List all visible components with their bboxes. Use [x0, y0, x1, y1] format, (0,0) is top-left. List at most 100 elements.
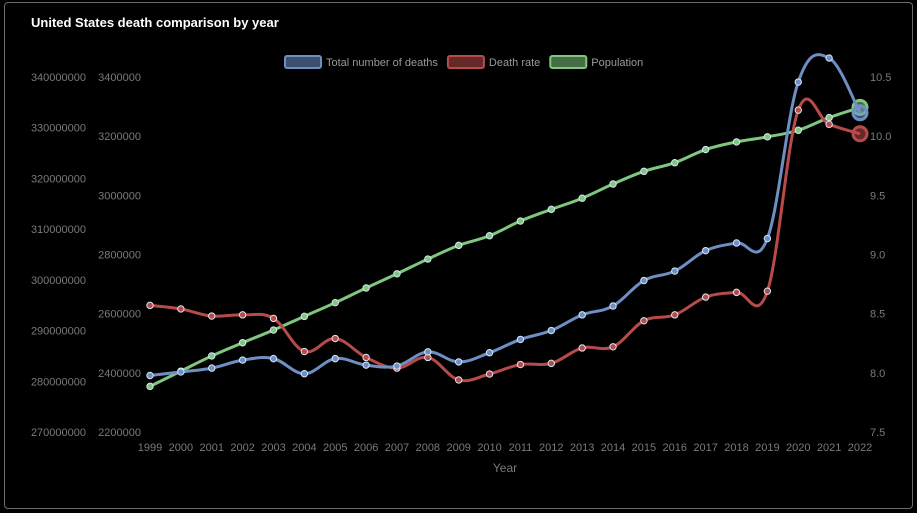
population-point: [331, 298, 339, 307]
population-point: [393, 270, 401, 278]
population-point: [671, 159, 679, 167]
death-rate-point: [701, 293, 710, 301]
death-rate-point: [516, 360, 525, 369]
population-point: [269, 326, 278, 334]
x-axis-tick: 2008: [416, 442, 440, 454]
population-point: [362, 284, 370, 292]
total-number-of-deaths-point: [177, 368, 185, 376]
population-legend-label[interactable]: Population: [591, 57, 643, 69]
total-number-of-deaths-point: [424, 348, 432, 356]
population-point: [701, 145, 710, 154]
death-rate-point: [640, 317, 648, 325]
rate-axis-tick: 9.0: [870, 250, 885, 262]
population-point: [424, 255, 432, 263]
population-point: [485, 232, 494, 240]
population-axis-tick: 290000000: [31, 326, 86, 338]
x-axis-tick: 2006: [354, 442, 378, 454]
x-axis-tick: 2011: [509, 442, 533, 454]
death-rate-point: [177, 305, 185, 313]
population-legend-swatch[interactable]: [549, 55, 588, 69]
total-number-of-deaths-point: [671, 267, 679, 275]
total-number-of-deaths-point: [609, 302, 617, 310]
population-point: [578, 194, 586, 202]
population-axis-tick: 340000000: [31, 72, 86, 84]
death-rate-point: [825, 120, 833, 129]
deaths-axis-tick: 3400000: [98, 72, 141, 84]
total-number-of-deaths-point: [393, 362, 401, 370]
total-number-of-deaths-point: [208, 364, 216, 372]
death-rate-point: [331, 334, 339, 343]
population-point: [238, 339, 247, 347]
total-number-of-deaths-point: [578, 311, 586, 319]
x-axis-tick: 2021: [817, 442, 841, 454]
total-number-of-deaths-legend-label[interactable]: Total number of deaths: [326, 57, 438, 69]
total-number-of-deaths-point: [331, 354, 339, 363]
total-number-of-deaths-legend-swatch[interactable]: [284, 55, 322, 69]
total-number-of-deaths-point: [485, 349, 494, 357]
population-point: [146, 382, 154, 391]
population-point: [825, 113, 833, 122]
total-number-of-deaths-point: [547, 326, 556, 335]
deaths-axis-tick: 2400000: [98, 368, 141, 380]
deaths-axis-tick: 2800000: [98, 250, 141, 262]
rate-axis-tick: 10.0: [870, 131, 891, 143]
total-number-of-deaths-point: [300, 370, 309, 378]
chart-panel: United States death comparison by year: [4, 2, 913, 509]
x-axis-tick: 2009: [446, 442, 470, 454]
x-axis-tick: 2015: [632, 442, 656, 454]
population-point: [794, 126, 802, 134]
population-point: [547, 205, 556, 214]
death-rate-point[interactable]: [851, 125, 869, 143]
death-rate-point: [732, 288, 741, 297]
population-axis-tick: 270000000: [31, 427, 86, 439]
total-number-of-deaths-point: [146, 371, 154, 380]
death-rate-point: [269, 314, 278, 323]
deaths-axis-tick: 2200000: [98, 427, 141, 439]
death-rate-point: [300, 347, 309, 356]
rate-axis-tick: 7.5: [870, 427, 885, 439]
death-rate-point: [454, 376, 463, 384]
x-axis-tick: 2013: [570, 442, 594, 454]
total-number-of-deaths-point: [238, 356, 247, 364]
x-axis-tick: 2020: [786, 442, 810, 454]
death-rate-point: [208, 312, 216, 320]
population-point: [454, 241, 463, 250]
x-axis-tick: 2010: [477, 442, 501, 454]
population-point: [640, 167, 648, 176]
rate-axis-tick: 8.5: [870, 309, 885, 321]
death-rate-point: [763, 287, 772, 295]
death-rate-legend-swatch[interactable]: [446, 55, 485, 69]
deaths-axis-tick: 3200000: [98, 131, 141, 143]
population-point: [516, 217, 525, 225]
x-axis-tick: 2017: [693, 442, 717, 454]
death-rate-point: [609, 343, 617, 351]
x-axis-tick: 2019: [755, 442, 779, 454]
total-number-of-deaths-point: [763, 234, 772, 243]
deaths-axis-tick: 2600000: [98, 309, 141, 321]
x-axis-tick: 2005: [323, 442, 347, 454]
population-axis-tick: 300000000: [31, 275, 86, 287]
total-number-of-deaths-point: [825, 54, 833, 62]
population-point: [763, 133, 772, 141]
total-number-of-deaths-point: [794, 78, 802, 86]
total-number-of-deaths-point[interactable]: [851, 104, 869, 122]
death-rate-point: [485, 370, 494, 378]
total-number-of-deaths-point: [516, 335, 525, 344]
total-number-of-deaths-point: [362, 361, 370, 369]
death-rate-legend-label[interactable]: Death rate: [489, 57, 540, 69]
total-number-of-deaths-point: [454, 358, 463, 366]
population-axis-tick: 280000000: [31, 376, 86, 388]
x-axis-tick: 2014: [601, 442, 625, 454]
death-rate-point: [671, 311, 679, 319]
x-axis-tick: 2004: [292, 442, 316, 454]
population-point: [208, 352, 216, 360]
x-axis-tick: 2002: [230, 442, 254, 454]
deaths-axis-tick: 3000000: [98, 190, 141, 202]
total-number-of-deaths-point: [701, 246, 710, 255]
population-axis-tick: 310000000: [31, 224, 86, 236]
rate-axis-tick: 10.5: [870, 72, 891, 84]
population-point: [609, 180, 617, 188]
x-axis-tick: 2022: [848, 442, 872, 454]
population-point: [300, 312, 309, 321]
